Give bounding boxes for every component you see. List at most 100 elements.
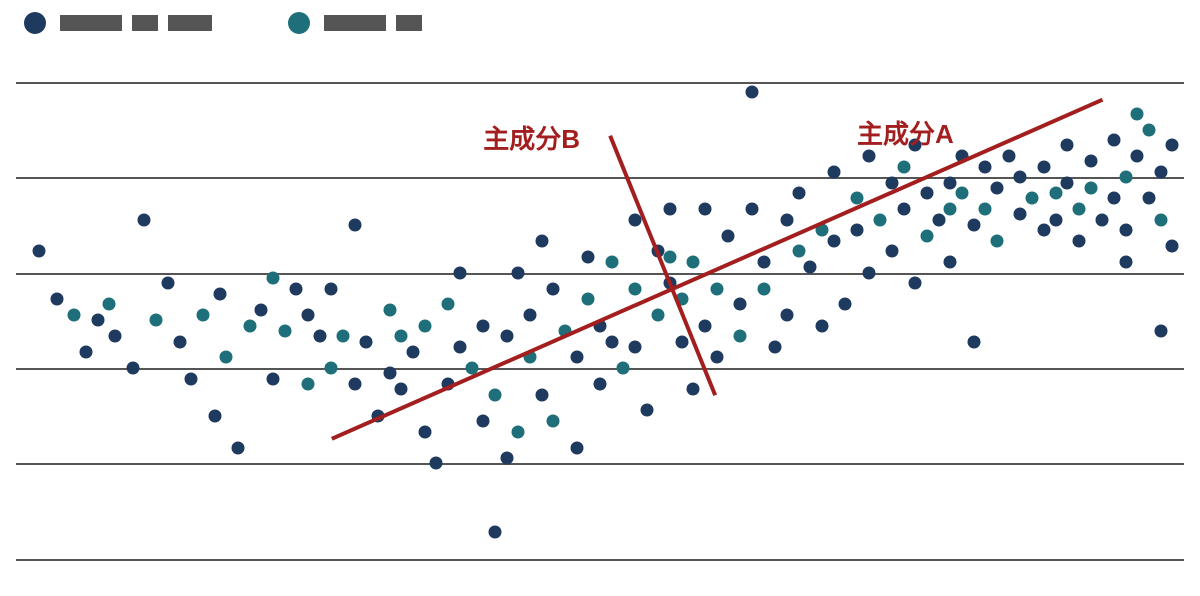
scatter-point xyxy=(302,309,315,322)
legend xyxy=(24,12,422,34)
principal-component-b-line xyxy=(608,135,717,396)
scatter-point xyxy=(582,250,595,263)
scatter-point xyxy=(138,213,151,226)
scatter-point xyxy=(1096,213,1109,226)
grid-line xyxy=(16,368,1184,370)
scatter-point xyxy=(710,351,723,364)
scatter-point xyxy=(266,372,279,385)
scatter-point xyxy=(594,377,607,390)
legend-label-placeholder xyxy=(60,15,212,31)
grid-line xyxy=(16,82,1184,84)
legend-swatch xyxy=(24,12,46,34)
scatter-point xyxy=(956,187,969,200)
scatter-point xyxy=(161,277,174,290)
scatter-point xyxy=(780,213,793,226)
grid-line xyxy=(16,559,1184,561)
scatter-point xyxy=(1061,176,1074,189)
scatter-point xyxy=(430,457,443,470)
scatter-point xyxy=(395,383,408,396)
scatter-point xyxy=(570,351,583,364)
scatter-point xyxy=(757,282,770,295)
grid-line xyxy=(16,177,1184,179)
scatter-point xyxy=(605,335,618,348)
scatter-point xyxy=(979,203,992,216)
principal-component-a-line xyxy=(331,98,1103,441)
scatter-point xyxy=(208,409,221,422)
scatter-point xyxy=(126,362,139,375)
scatter-point xyxy=(337,330,350,343)
scatter-point xyxy=(255,303,268,316)
scatter-point xyxy=(687,383,700,396)
scatter-point xyxy=(967,335,980,348)
scatter-point xyxy=(453,266,466,279)
scatter-point xyxy=(605,256,618,269)
scatter-point xyxy=(804,261,817,274)
scatter-point xyxy=(1037,224,1050,237)
scatter-point xyxy=(266,271,279,284)
scatter-point xyxy=(897,203,910,216)
scatter-point xyxy=(792,245,805,258)
scatter-point xyxy=(1142,123,1155,136)
legend-swatch xyxy=(288,12,310,34)
scatter-point xyxy=(196,309,209,322)
scatter-point xyxy=(325,362,338,375)
scatter-point xyxy=(687,256,700,269)
scatter-point xyxy=(1014,208,1027,221)
scatter-point xyxy=(535,388,548,401)
scatter-point xyxy=(921,229,934,242)
scatter-point xyxy=(418,319,431,332)
scatter-point xyxy=(407,346,420,359)
scatter-point xyxy=(1119,256,1132,269)
scatter-point xyxy=(290,282,303,295)
scatter-point xyxy=(220,351,233,364)
scatter-point xyxy=(629,340,642,353)
scatter-point xyxy=(395,330,408,343)
scatter-point xyxy=(886,245,899,258)
scatter-point xyxy=(664,250,677,263)
scatter-point xyxy=(664,203,677,216)
scatter-point xyxy=(722,229,735,242)
scatter-point xyxy=(792,187,805,200)
scatter-point xyxy=(909,277,922,290)
scatter-point xyxy=(944,256,957,269)
scatter-point xyxy=(278,324,291,337)
grid-line xyxy=(16,273,1184,275)
scatter-point xyxy=(991,234,1004,247)
scatter-point xyxy=(523,309,536,322)
scatter-point xyxy=(932,213,945,226)
scatter-point xyxy=(1049,213,1062,226)
scatter-point xyxy=(979,160,992,173)
scatter-point xyxy=(652,309,665,322)
scatter-point xyxy=(769,340,782,353)
scatter-point xyxy=(68,309,81,322)
scatter-point xyxy=(302,377,315,390)
scatter-point xyxy=(488,526,501,539)
scatter-point xyxy=(1014,171,1027,184)
scatter-point xyxy=(185,372,198,385)
scatter-point xyxy=(547,415,560,428)
scatter-point xyxy=(91,314,104,327)
principal-component-a-label: 主成分A xyxy=(857,114,954,151)
scatter-point xyxy=(699,319,712,332)
scatter-point xyxy=(500,330,513,343)
scatter-point xyxy=(897,160,910,173)
scatter-point xyxy=(944,203,957,216)
scatter-point xyxy=(699,203,712,216)
scatter-point xyxy=(991,181,1004,194)
scatter-point xyxy=(1131,107,1144,120)
legend-label-placeholder xyxy=(324,15,422,31)
scatter-point xyxy=(1154,213,1167,226)
scatter-point xyxy=(50,293,63,306)
scatter-point xyxy=(243,319,256,332)
scatter-point xyxy=(734,330,747,343)
scatter-point xyxy=(231,441,244,454)
scatter-point xyxy=(757,256,770,269)
scatter-point xyxy=(1166,139,1179,152)
scatter-point xyxy=(1072,203,1085,216)
scatter-point xyxy=(488,388,501,401)
scatter-point xyxy=(1107,134,1120,147)
scatter-point xyxy=(944,176,957,189)
scatter-point xyxy=(827,165,840,178)
scatter-point xyxy=(1154,324,1167,337)
scatter-plot: 主成分A主成分B xyxy=(16,50,1184,580)
